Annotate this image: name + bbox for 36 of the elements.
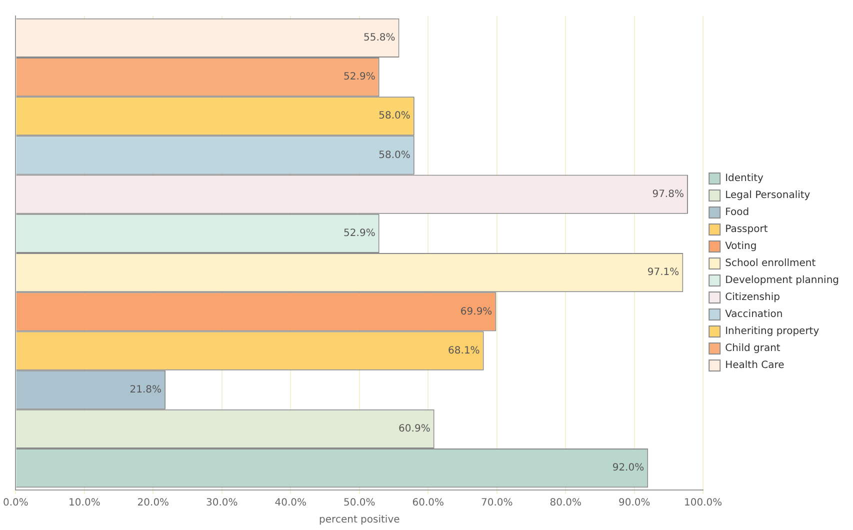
- data-label: 55.8%: [363, 32, 396, 44]
- legend-label: Citizenship: [725, 292, 780, 304]
- x-tick-label: 20.0%: [137, 498, 170, 509]
- data-label: 68.1%: [448, 345, 480, 356]
- legend-label: Food: [725, 207, 750, 218]
- x-tick-label: 30.0%: [206, 498, 238, 509]
- legend-label: Inheriting property: [725, 326, 820, 338]
- legend-label: Passport: [725, 224, 768, 236]
- data-label: 97.8%: [652, 188, 684, 200]
- data-label: 92.0%: [612, 462, 644, 474]
- x-axis-title: percent positive: [319, 514, 400, 526]
- legend-label: Health Care: [725, 360, 784, 372]
- data-label: 69.9%: [460, 306, 492, 318]
- data-label: 21.8%: [130, 384, 162, 396]
- data-label: 97.1%: [647, 267, 680, 278]
- x-tick-label: 100.0%: [684, 498, 722, 509]
- x-tick-label: 10.0%: [68, 498, 100, 509]
- x-tick-label: 50.0%: [344, 498, 376, 509]
- legend-label: School enrollment: [725, 258, 816, 270]
- data-label: 58.0%: [378, 150, 410, 161]
- data-label: 60.9%: [398, 424, 430, 435]
- x-tick-label: 40.0%: [274, 498, 307, 509]
- x-tick-label: 80.0%: [550, 498, 582, 509]
- x-tick-label: 60.0%: [412, 498, 444, 509]
- legend-label: Legal Personality: [725, 190, 810, 202]
- x-tick-label: 0.0%: [3, 498, 28, 509]
- data-label: 52.9%: [344, 228, 376, 240]
- legend-label: Voting: [725, 241, 757, 252]
- x-tick-label: 70.0%: [480, 498, 513, 509]
- legend-label: Development planning: [725, 275, 840, 286]
- legend-label: Child grant: [725, 343, 780, 354]
- x-tick-label: 90.0%: [618, 498, 650, 509]
- legend-label: Vaccination: [725, 309, 783, 320]
- legend-label: Identity: [725, 173, 764, 184]
- data-label: 58.0%: [378, 110, 410, 122]
- data-label: 52.9%: [344, 72, 376, 83]
